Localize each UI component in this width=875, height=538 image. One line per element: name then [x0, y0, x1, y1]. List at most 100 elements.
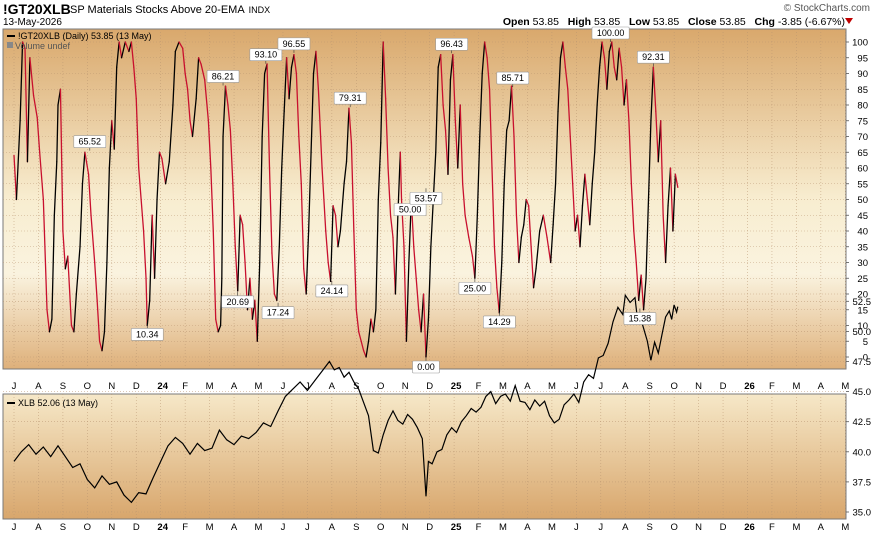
series-segment [29, 57, 35, 97]
x-tick-label: M [255, 381, 263, 392]
x-tick-label: S [647, 381, 653, 392]
series-segment [94, 261, 98, 301]
annotation-label: 86.21 [212, 71, 235, 81]
series-segment [348, 107, 353, 144]
y-tick-label: 95 [857, 53, 868, 64]
series-segment [403, 246, 408, 342]
series-segment [130, 41, 135, 68]
annotation-label: 10.34 [136, 329, 159, 339]
series-segment [440, 53, 444, 106]
x-tick-label: A [524, 522, 531, 533]
series-segment [305, 230, 310, 295]
series-segment [288, 66, 293, 100]
series-segment [135, 98, 140, 169]
series-segment [581, 173, 586, 207]
series-segment [81, 151, 86, 185]
series-segment [674, 173, 679, 189]
legend-swatch-gt20xlb [7, 35, 15, 37]
series-segment [87, 173, 92, 216]
series-segment [200, 63, 206, 81]
legend-gt20xlb: !GT20XLB (Daily) 53.85 (13 May) [18, 31, 152, 41]
series-segment [337, 230, 342, 248]
series-segment [415, 277, 420, 311]
y-tick-label: 47.5 [853, 357, 872, 368]
series-segment [611, 41, 615, 68]
y-tick-label: 10 [857, 321, 868, 332]
series-segment [345, 107, 350, 163]
series-segment [266, 63, 271, 169]
series-segment [103, 261, 108, 333]
series-segment [39, 151, 43, 185]
x-tick-label: J [598, 381, 603, 392]
y-tick-label: 25 [857, 274, 868, 285]
y-tick-label: 90 [857, 69, 868, 80]
annotation-label: 92.31 [642, 52, 665, 62]
annotation-box [333, 91, 367, 105]
series-segment [384, 98, 389, 169]
series-segment [640, 274, 645, 311]
series-segment [217, 324, 222, 333]
series-segment [535, 230, 541, 270]
y-tick-label: 37.5 [853, 477, 872, 488]
y-tick-label: 5 [863, 337, 868, 348]
series-segment [372, 309, 377, 333]
series-segment [481, 41, 486, 75]
series-segment [315, 50, 320, 90]
series-segment [427, 246, 432, 320]
x-tick-label: 24 [157, 522, 168, 533]
series-segment [172, 50, 177, 106]
series-segment [26, 57, 31, 163]
y-tick-label: 0 [863, 353, 868, 364]
series-segment [197, 57, 202, 65]
series-segment [557, 57, 562, 112]
x-tick-label: 25 [451, 522, 462, 533]
x-tick-label: M [499, 381, 507, 392]
high-value: 53.85 [593, 16, 621, 28]
series-segment [283, 57, 288, 112]
y-tick-label: 40.0 [853, 447, 872, 458]
annotation-box [315, 284, 349, 298]
series-segment [142, 230, 147, 279]
low-label: Low [629, 16, 650, 28]
series-segment [506, 120, 510, 131]
series-segment [405, 261, 410, 342]
x-tick-label: A [231, 381, 238, 392]
series-segment [493, 246, 498, 289]
annotation-box [591, 26, 630, 40]
x-tick-label: O [377, 522, 384, 533]
series-segment [488, 88, 493, 169]
y-tick-label: 30 [857, 258, 868, 269]
annotation-box [409, 191, 443, 205]
series-segment [259, 135, 263, 264]
x-tick-label: M [841, 522, 849, 533]
series-segment [501, 183, 505, 264]
series-segment [48, 318, 53, 333]
upper-y-axis: 0 5 10 15 20 25 30 35 40 45 50 55 60 65 70 75 80 85 90 95 10… [846, 38, 868, 364]
series-segment [532, 268, 537, 289]
series-segment [204, 79, 210, 122]
x-tick-label: N [695, 381, 702, 392]
series-segment [550, 224, 554, 264]
y-tick-label: 70 [857, 132, 868, 143]
annotation-box [221, 295, 255, 309]
series-segment [56, 104, 59, 163]
series-segment [158, 151, 163, 160]
series-segment [149, 214, 153, 301]
y-tick-label: 50.0 [853, 327, 872, 338]
series-segment [562, 41, 566, 68]
series-segment [468, 236, 474, 257]
series-segment [564, 66, 569, 90]
series-segment [520, 224, 525, 238]
series-segment [307, 151, 312, 232]
x-tick-label: S [60, 381, 66, 392]
series-segment [281, 110, 285, 169]
series-segment [120, 41, 126, 59]
series-segment [24, 47, 29, 163]
x-tick-label: D [426, 381, 433, 392]
annotation-label: 96.55 [283, 39, 306, 49]
low-value: 53.85 [652, 16, 680, 28]
series-segment [454, 120, 459, 169]
series-segment [353, 230, 357, 311]
series-segment [229, 129, 234, 185]
chart-title: SP Materials Stocks Above 20-EMA INDX [70, 4, 270, 16]
